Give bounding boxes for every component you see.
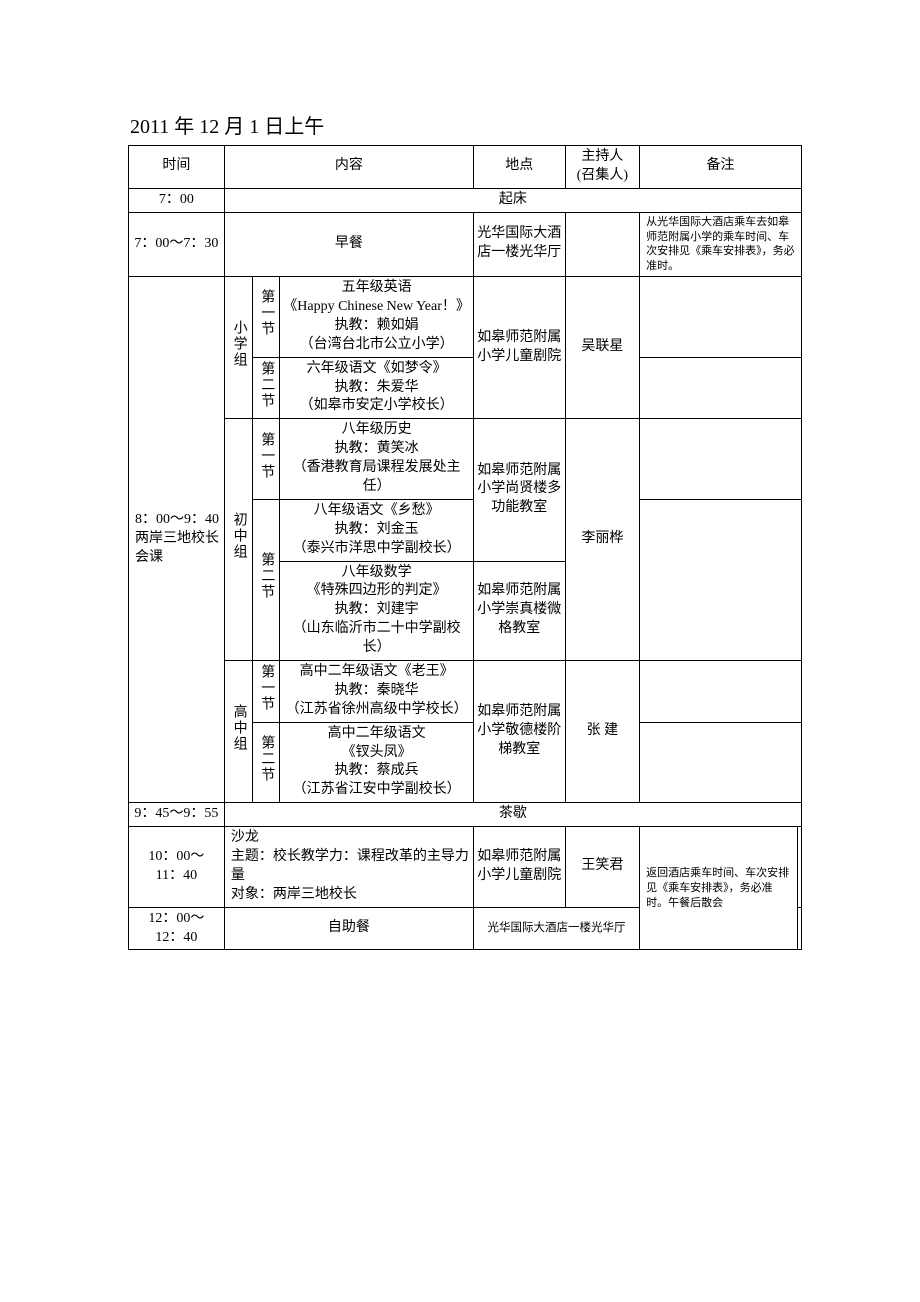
cell-location: 如皋师范附属小学儿童剧院 <box>474 827 566 908</box>
cell-note <box>640 722 802 803</box>
cell-time: 8：00～9：40 两岸三地校长会课 <box>129 277 225 803</box>
group-label: 高中组 <box>229 704 248 752</box>
cell-period: 第一节 <box>252 277 280 358</box>
cell-note <box>640 660 802 722</box>
period-label: 第一节 <box>256 432 275 480</box>
header-host: 主持人 (召集人) <box>565 146 640 189</box>
cell-group: 小学组 <box>224 277 252 419</box>
table-header-row: 时间 内容 地点 主持人 (召集人) 备注 <box>129 146 802 189</box>
cell-location: 如皋师范附属小学敬德楼阶梯教室 <box>474 660 566 802</box>
header-note: 备注 <box>640 146 802 189</box>
table-row: 8：00～9：40 两岸三地校长会课 小学组 第一节 五年级英语 《Happy … <box>129 277 802 358</box>
cell-content: 高中二年级语文 《钗头凤》 执教：蔡成兵 （江苏省江安中学副校长） <box>280 722 474 803</box>
cell-content: 八年级数学 《特殊四边形的判定》 执教：刘建宇 （山东临沂市二十中学副校长） <box>280 561 474 660</box>
cell-period: 第二节 <box>252 357 280 419</box>
header-location: 地点 <box>474 146 566 189</box>
cell-time: 7：00 <box>129 188 225 212</box>
cell-note <box>640 357 802 419</box>
cell-period: 第二节 <box>252 499 280 660</box>
cell-location: 如皋师范附属小学崇真楼微格教室 <box>474 561 566 660</box>
cell-host: 吴联星 <box>565 277 640 419</box>
cell-content: 沙龙 主题：校长教学力：课程改革的主导力量 对象：两岸三地校长 <box>224 827 473 908</box>
cell-time: 12：00～ 12：40 <box>129 907 225 950</box>
cell-note <box>640 419 802 500</box>
cell-time: 10：00～ 11：40 <box>129 827 225 908</box>
cell-content: 自助餐 <box>224 907 473 950</box>
group-label: 小学组 <box>229 320 248 368</box>
cell-note <box>640 277 802 358</box>
cell-note-tail <box>797 827 801 908</box>
cell-location: 如皋师范附属小学儿童剧院 <box>474 277 566 419</box>
cell-period: 第一节 <box>252 660 280 722</box>
cell-content: 茶歇 <box>224 803 801 827</box>
period-label: 第一节 <box>256 664 275 712</box>
cell-note: 返回酒店乘车时间、车次安排见《乘车安排表》，务必准时。午餐后散会 <box>640 827 798 950</box>
cell-time: 7：00～7：30 <box>129 212 225 276</box>
cell-time: 9：45～9：55 <box>129 803 225 827</box>
cell-period: 第一节 <box>252 419 280 500</box>
table-row: 高中组 第一节 高中二年级语文《老王》 执教：秦晓华 （江苏省徐州高级中学校长）… <box>129 660 802 722</box>
cell-content: 高中二年级语文《老王》 执教：秦晓华 （江苏省徐州高级中学校长） <box>280 660 474 722</box>
cell-group: 初中组 <box>224 419 252 661</box>
cell-content: 早餐 <box>224 212 473 276</box>
cell-location: 如皋师范附属小学尚贤楼多功能教室 <box>474 419 566 561</box>
cell-host <box>565 212 640 276</box>
cell-location: 光华国际大酒店一楼光华厅 <box>474 212 566 276</box>
table-row: 10：00～ 11：40 沙龙 主题：校长教学力：课程改革的主导力量 对象：两岸… <box>129 827 802 908</box>
period-label: 第二节 <box>256 361 275 409</box>
period-label: 第二节 <box>256 552 275 600</box>
cell-note-tail <box>797 907 801 950</box>
cell-period: 第二节 <box>252 722 280 803</box>
cell-content: 起床 <box>224 188 801 212</box>
cell-content: 五年级英语 《Happy Chinese New Year！》 执教：赖如娟 （… <box>280 277 474 358</box>
cell-host: 李丽桦 <box>565 419 640 661</box>
page-title: 2011 年 12 月 1 日上午 <box>130 110 802 139</box>
table-row: 7：00～7：30 早餐 光华国际大酒店一楼光华厅 从光华国际大酒店乘车去如皋师… <box>129 212 802 276</box>
cell-note: 从光华国际大酒店乘车去如皋师范附属小学的乘车时间、车次安排见《乘车安排表》，务必… <box>640 212 802 276</box>
cell-location: 光华国际大酒店一楼光华厅 <box>474 907 640 950</box>
period-label: 第一节 <box>256 289 275 337</box>
cell-content: 六年级语文《如梦令》 执教：朱爱华 （如皋市安定小学校长） <box>280 357 474 419</box>
table-row: 9：45～9：55 茶歇 <box>129 803 802 827</box>
cell-host: 张 建 <box>565 660 640 802</box>
table-row: 初中组 第一节 八年级历史 执教：黄笑冰 （香港教育局课程发展处主任） 如皋师范… <box>129 419 802 500</box>
cell-content: 八年级历史 执教：黄笑冰 （香港教育局课程发展处主任） <box>280 419 474 500</box>
header-time: 时间 <box>129 146 225 189</box>
cell-group: 高中组 <box>224 660 252 802</box>
schedule-table: 时间 内容 地点 主持人 (召集人) 备注 7：00 起床 7：00～7：30 … <box>128 145 802 950</box>
cell-note <box>640 499 802 660</box>
table-row: 7：00 起床 <box>129 188 802 212</box>
header-content: 内容 <box>224 146 473 189</box>
cell-content: 八年级语文《乡愁》 执教：刘金玉 （泰兴市洋思中学副校长） <box>280 499 474 561</box>
period-label: 第二节 <box>256 735 275 783</box>
group-label: 初中组 <box>229 512 248 560</box>
cell-host: 王笑君 <box>565 827 640 908</box>
